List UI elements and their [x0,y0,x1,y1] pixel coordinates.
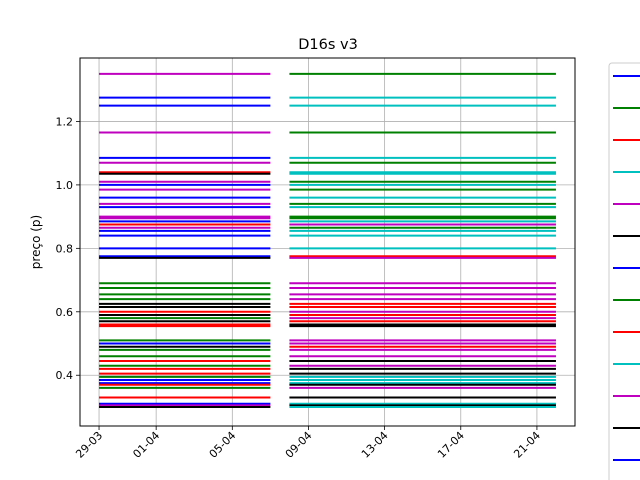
y-tick-label: 0.8 [56,242,74,255]
chart-title: D16s v3 [298,37,358,53]
y-axis: 0.4 0.6 0.8 1.0 1.2 [56,115,80,382]
y-tick-label: 1.0 [56,179,74,192]
y-tick-label: 1.2 [56,115,74,128]
legend-frame [608,62,640,480]
y-tick-label: 0.4 [56,369,74,382]
y-axis-label: preço (p) [29,215,43,269]
series-lines [99,72,556,408]
legend [608,62,640,480]
plot-frame [79,57,576,427]
y-tick-label: 0.6 [56,306,74,319]
